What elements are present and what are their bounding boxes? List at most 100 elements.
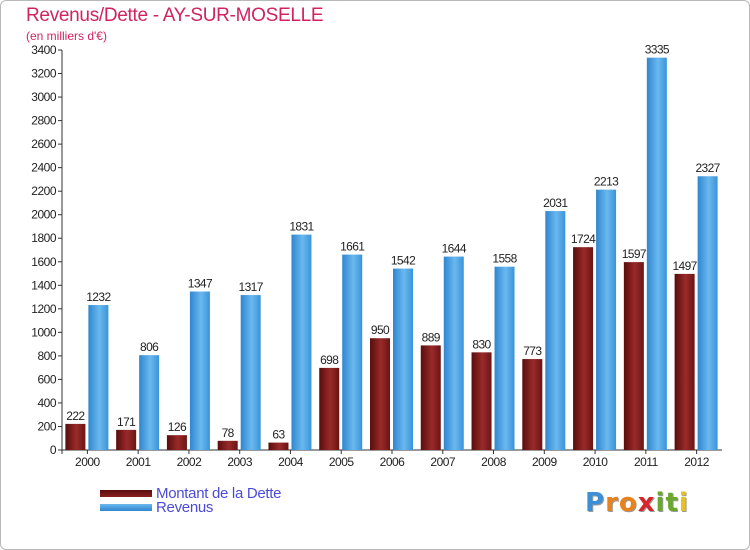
value-label-revenue: 3335 (645, 43, 670, 57)
y-tick-label: 0 (50, 443, 57, 457)
bar-debt (623, 262, 644, 450)
chart-title: Revenus/Dette - AY-SUR-MOSELLE (26, 5, 324, 26)
bar-debt (268, 442, 289, 450)
y-tick-label: 200 (37, 419, 56, 433)
value-label-debt: 63 (272, 428, 285, 442)
bar-revenue (596, 189, 617, 450)
logo-letter: P (585, 488, 606, 518)
chart-value-labels: 222 171 126 78 63 698 950 889 830 773 1724 1597 1497… (66, 43, 721, 442)
value-label-revenue: 2327 (695, 161, 720, 175)
logo-letter: i (678, 488, 689, 518)
y-tick-label: 2000 (31, 208, 57, 222)
bar-debt (166, 435, 187, 450)
bar-revenue (393, 268, 413, 450)
x-tick-label: 2009 (532, 455, 558, 469)
value-label-revenue: 2213 (594, 175, 619, 189)
value-label-revenue: 1232 (86, 290, 111, 304)
bar-revenue (342, 254, 363, 450)
logo-letter: r (605, 488, 619, 518)
x-tick-label: 2003 (227, 455, 253, 469)
y-tick-label: 2800 (31, 114, 57, 128)
x-tick-label: 2001 (126, 455, 152, 469)
x-tick-label: 2012 (684, 455, 710, 469)
legend-swatch-debt (100, 490, 152, 497)
y-tick-label: 400 (37, 396, 56, 410)
bar-revenue (291, 234, 312, 450)
y-tick-label: 2600 (31, 137, 57, 151)
value-label-revenue: 1644 (442, 242, 467, 256)
bar-revenue (646, 57, 667, 450)
value-label-debt: 889 (422, 330, 441, 344)
logo-letter: o (618, 488, 638, 518)
x-tick-label: 2004 (278, 455, 304, 469)
value-label-revenue: 1558 (492, 252, 517, 266)
bar-revenue (189, 291, 210, 450)
y-tick-label: 3200 (31, 67, 57, 81)
x-tick-label: 2000 (75, 455, 101, 469)
value-label-debt: 1597 (622, 247, 647, 261)
value-label-debt: 1497 (672, 259, 697, 273)
y-tick-label: 1600 (31, 255, 57, 269)
legend-label-revenue: Revenus (156, 499, 214, 516)
value-label-revenue: 1542 (391, 254, 416, 268)
x-tick-label: 2007 (430, 455, 456, 469)
bar-revenue (697, 176, 718, 450)
value-label-debt: 773 (523, 344, 542, 358)
value-label-debt: 830 (472, 337, 491, 351)
value-label-debt: 1724 (571, 232, 596, 246)
value-label-debt: 222 (66, 409, 85, 423)
value-label-revenue: 1317 (239, 280, 264, 294)
bar-debt (65, 423, 86, 450)
x-tick-label: 2011 (634, 455, 659, 469)
chart-subtitle: (en milliers d'€) (26, 29, 107, 43)
bar-debt (217, 440, 238, 450)
y-tick-label: 1400 (31, 278, 57, 292)
value-label-debt: 171 (117, 415, 136, 429)
value-label-revenue: 806 (140, 340, 159, 354)
y-tick-label: 600 (37, 372, 56, 386)
bar-revenue (494, 266, 515, 450)
bar-revenue (88, 305, 109, 450)
logo-letter: t (665, 488, 679, 518)
value-label-revenue: 1347 (188, 277, 213, 291)
x-tick-label: 2010 (583, 455, 609, 469)
y-tick-label: 2400 (31, 161, 57, 175)
value-label-debt: 126 (168, 420, 187, 434)
x-tick-label: 2005 (329, 455, 355, 469)
y-tick-label: 800 (37, 349, 56, 363)
logo-letter: x (637, 488, 656, 518)
value-label-revenue: 1661 (340, 240, 365, 254)
bar-debt (573, 247, 594, 450)
y-tick-label: 2200 (31, 184, 57, 198)
y-tick-label: 1200 (31, 302, 57, 316)
legend-label-debt: Montant de la Dette (156, 485, 282, 502)
bar-revenue (545, 211, 566, 450)
y-tick-label: 3000 (31, 90, 57, 104)
bar-revenue (139, 355, 160, 450)
bar-debt (319, 367, 340, 450)
x-tick-label: 2006 (380, 455, 406, 469)
x-tick-label: 2002 (177, 455, 203, 469)
y-tick-label: 1800 (31, 231, 57, 245)
bar-debt (522, 359, 543, 450)
bar-revenue (240, 295, 261, 450)
x-tick-label: 2008 (481, 455, 507, 469)
proxiti-logo: Proxiti (585, 488, 689, 518)
value-label-debt: 950 (371, 323, 390, 337)
chart-bars (65, 57, 718, 450)
legend-swatch-revenue (100, 504, 152, 511)
y-tick-label: 3400 (31, 43, 57, 57)
bar-debt (471, 352, 492, 450)
bar-debt (420, 345, 441, 450)
bar-debt (116, 429, 137, 450)
bar-revenue (443, 256, 464, 450)
value-label-debt: 698 (320, 353, 339, 367)
chart-axes: 0 200 400 600 800 1000 1200 1400 1600 1800 2000 220… (31, 43, 722, 469)
value-label-revenue: 2031 (543, 196, 568, 210)
value-label-debt: 78 (222, 426, 235, 440)
logo-letter: i (655, 488, 666, 518)
bar-debt (674, 273, 695, 450)
value-label-revenue: 1831 (289, 220, 314, 234)
y-tick-label: 1000 (31, 325, 57, 339)
